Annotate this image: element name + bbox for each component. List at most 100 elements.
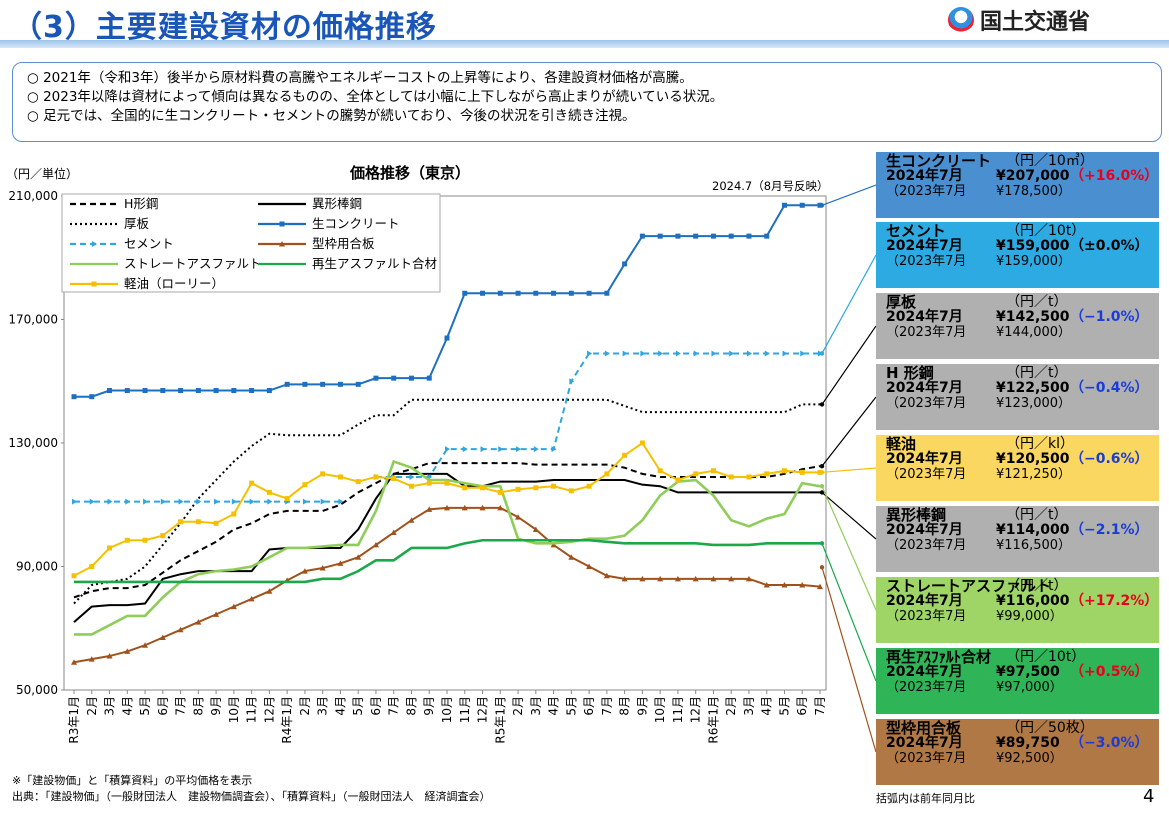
data-point [231, 511, 237, 517]
data-point [143, 498, 149, 505]
x-tick-label: 7月 [813, 696, 827, 716]
data-point [230, 603, 237, 610]
data-point [657, 575, 664, 582]
x-tick-label: 9月 [422, 696, 436, 716]
series-再生アスファルト合材 [74, 538, 820, 584]
data-point [408, 375, 414, 381]
data-point [71, 659, 77, 665]
series-line [375, 352, 820, 478]
data-point [603, 572, 610, 579]
data-point [266, 489, 272, 495]
data-point [408, 517, 415, 523]
price-box-previous: （2023年7月 ¥99,000） [886, 609, 1063, 624]
title-rule [0, 40, 1169, 48]
price-box-current: 2024年7月 ¥116,000 （+17.2%） [886, 593, 1159, 609]
data-point [710, 468, 716, 474]
data-point [551, 290, 557, 296]
footnote: ※「建設物価」と「積算資料」の平均価格を表示 [12, 774, 253, 787]
data-point [729, 350, 735, 357]
x-tick-label: 11月 [245, 696, 259, 723]
data-point [568, 290, 574, 296]
data-point [142, 537, 148, 543]
legend-marker [92, 241, 97, 247]
data-point [337, 381, 343, 387]
price-box-unit: （円／kl） [1006, 436, 1074, 452]
data-point [622, 261, 628, 267]
price-box-unit: （円／t） [1006, 578, 1068, 594]
x-tick-label: 4月 [333, 696, 347, 716]
data-point [622, 350, 628, 357]
summary-bullet: ○ 2021年（令和3年）後半から原材料費の高騰やエネルギーコストの上昇等により… [27, 70, 693, 86]
data-point [479, 504, 486, 511]
price-box-name: 型枠用合板 [886, 719, 962, 737]
data-point [745, 575, 752, 582]
x-tick-label: 11月 [458, 696, 472, 723]
data-point [781, 582, 788, 588]
x-tick-label: 8月 [404, 696, 418, 716]
data-point [213, 388, 219, 394]
data-point [160, 388, 166, 394]
price-box-unit: （円／10t） [1006, 223, 1086, 239]
connector-line [821, 491, 876, 540]
legend-label: 異形棒鋼 [312, 196, 362, 211]
y-tick-label: 50,000 [16, 683, 58, 697]
data-point [373, 375, 379, 381]
data-point [195, 519, 201, 525]
data-point [817, 583, 823, 590]
data-point [320, 471, 326, 477]
data-point [569, 378, 575, 385]
x-tick-label: 6月 [156, 696, 170, 716]
data-point [106, 653, 113, 659]
price-box-name: セメント [886, 222, 946, 240]
connector-tip [819, 484, 825, 489]
data-point [746, 474, 752, 480]
data-point [337, 474, 343, 480]
x-tick-label: 12月 [689, 696, 703, 723]
data-point [728, 474, 734, 480]
data-point [604, 471, 610, 477]
x-tick-label: 9月 [635, 696, 649, 716]
data-point [124, 388, 130, 394]
data-point [568, 554, 575, 560]
data-point [409, 473, 415, 480]
series-セメント [72, 350, 823, 505]
connector-tip [819, 203, 825, 208]
summary-box: ○ 2021年（令和3年）後半から原材料費の高騰やエネルギーコストの上昇等により… [12, 62, 1162, 142]
data-point [675, 350, 681, 357]
connector-line [821, 254, 876, 354]
data-point [302, 381, 308, 387]
data-point [178, 388, 184, 394]
date-note: 2024.7（8月号反映） [712, 179, 829, 193]
x-tick-label: 2月 [511, 696, 525, 716]
data-point [266, 588, 273, 594]
price-box-previous: （2023年7月 ¥92,500） [886, 751, 1063, 766]
mlit-logo-icon [948, 7, 974, 33]
price-box-previous: （2023年7月 ¥159,000） [886, 254, 1072, 269]
data-point [533, 446, 539, 453]
data-point [639, 575, 646, 582]
x-tick-label: 3月 [103, 696, 117, 716]
price-box: ストレートアスファルト （円／t） 2024年7月 ¥116,000 （+17.2%）… [876, 577, 1159, 643]
chart-title: 価格推移（東京） [349, 164, 470, 182]
x-tick-label: 11月 [671, 696, 685, 723]
data-point [764, 233, 770, 239]
ministry-logo: 国土交通省 [948, 4, 1090, 36]
data-point [674, 575, 681, 582]
data-point [657, 233, 663, 239]
x-tick-label: 5月 [351, 696, 365, 716]
connector-tip [819, 490, 825, 495]
series-line [74, 538, 820, 584]
data-point [124, 648, 131, 654]
price-box-unit: （円／50枚） [1006, 720, 1094, 736]
data-point [445, 446, 450, 453]
price-box-previous: （2023年7月 ¥97,000） [886, 680, 1063, 695]
data-point [426, 480, 432, 486]
x-tick-label: 3月 [316, 696, 330, 716]
data-point [764, 471, 770, 477]
x-tick-label: 9月 [209, 696, 223, 716]
data-point [231, 388, 237, 394]
data-point [426, 506, 433, 512]
data-point [71, 394, 77, 400]
price-box-previous: （2023年7月 ¥144,000） [886, 325, 1072, 340]
